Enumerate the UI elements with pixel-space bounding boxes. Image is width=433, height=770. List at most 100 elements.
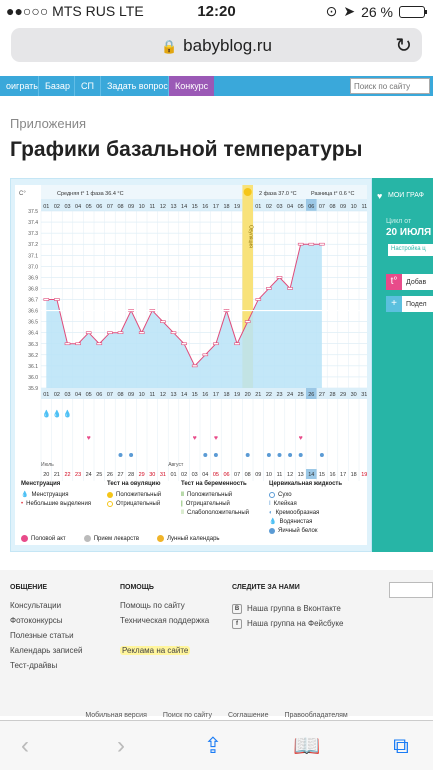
y-tick-label: 37.0 (28, 264, 38, 270)
tabs-icon[interactable]: ⧉ (393, 733, 409, 758)
temperature-point (308, 242, 315, 246)
calendar-day-label: 17 (340, 472, 346, 478)
my-charts-panel: ♥ МОИ ГРАФ Цикл от 20 ИЮЛЯ 2 Настройка ц… (372, 178, 433, 552)
diff-label: Разница t° 0.6 °С (311, 191, 354, 197)
cervical-icon (277, 453, 282, 457)
nav-item-contest[interactable]: Конкурс (168, 76, 215, 96)
legend-item: Прием лекарств (93, 536, 140, 543)
temperature-area (46, 244, 322, 388)
footer-link-search[interactable]: Поиск по сайту (162, 712, 212, 719)
carrier-label: ●●○○○ MTS RUS LTE (6, 3, 144, 19)
bottom-day-row-bg (41, 388, 367, 399)
cervical-icon (266, 453, 271, 457)
top-day-label: 06 (96, 204, 102, 210)
footer-link-support[interactable]: Техническая поддержка (120, 616, 210, 625)
share-button[interactable]: + Подел (386, 296, 433, 312)
legend-item: Отрицательный (116, 500, 161, 507)
legend-item: Яичный белок (278, 527, 318, 534)
y-tick-label: 37.4 (28, 220, 38, 226)
top-day-label: 15 (192, 204, 198, 210)
forward-icon[interactable]: › (117, 732, 125, 759)
footer-link-agreement[interactable]: Соглашение (227, 712, 269, 719)
footer-link-articles[interactable]: Полезные статьи (10, 631, 74, 640)
chart-header-bg (41, 185, 367, 199)
site-footer: ОБЩЕНИЕ Консультации Фотоконкурсы Полезн… (0, 570, 433, 719)
bottom-day-label: 29 (340, 392, 346, 398)
day-highlight (306, 199, 317, 211)
panel-title: МОИ ГРАФ (388, 192, 425, 199)
facebook-icon: f (232, 618, 242, 629)
share-icon[interactable]: ⇪ (203, 733, 223, 758)
legend-item: Водянистая (279, 518, 313, 525)
language-select[interactable] (389, 582, 433, 598)
footer-general-title: ОБЩЕНИЕ (10, 584, 48, 591)
top-day-label: 07 (107, 204, 113, 210)
legend-cervical-title: Цервикальная жидкость (269, 481, 343, 487)
nav-item-play[interactable]: оиграть (6, 81, 38, 91)
nav-item-ask[interactable]: Задать вопрос (100, 76, 174, 96)
top-day-label: 11 (149, 204, 155, 210)
nav-item-bazar[interactable]: Базар (38, 76, 76, 96)
reload-icon[interactable]: ↻ (395, 35, 412, 57)
heart-icon: ♥ (377, 191, 383, 201)
footer-link-site-help[interactable]: Помощь по сайту (120, 601, 185, 610)
y-tick-label: 37.2 (28, 242, 38, 248)
small-drop-icon: • (21, 500, 24, 507)
back-icon[interactable]: ‹ (21, 732, 29, 759)
bottom-day-label: 03 (64, 392, 70, 398)
footer-link-facebook[interactable]: Наша группа на Фейсбуке (247, 619, 344, 628)
bookmarks-icon[interactable]: 📖 (293, 733, 321, 758)
calendar-day-label: 15 (319, 472, 325, 478)
breadcrumb[interactable]: Приложения (10, 116, 87, 131)
watery-icon: 💧 (269, 519, 277, 525)
calendar-day-label: 31 (160, 472, 166, 478)
cycle-label: Цикл от (386, 218, 412, 225)
bottom-day-label: 05 (86, 392, 92, 398)
search-input[interactable] (350, 78, 430, 94)
nav-item-sp[interactable]: СП (74, 76, 100, 96)
footer-link-rights[interactable]: Правообладателям (284, 712, 348, 719)
footer-link-advertising[interactable]: Реклама на сайте (120, 646, 191, 655)
address-bar[interactable]: 🔒 babyblog.ru ↻ (11, 28, 422, 62)
legend-pregnancy-title: Тест на беременность (181, 481, 247, 487)
temperature-point (170, 331, 177, 334)
temperature-chart: Средняя t° 1 фаза 36.4 °С 2 фаза 37.0 °С Р… (19, 185, 367, 481)
chart-legend: Менструация 💧 Менструация • Небольшие выде… (15, 481, 367, 545)
footer-link-mobile[interactable]: Мобильная версия (85, 712, 147, 719)
top-day-label: 05 (298, 204, 304, 210)
calendar-day-label: 30 (149, 472, 155, 478)
top-day-label: 03 (276, 204, 282, 210)
footer-link-test-drives[interactable]: Тест-драйвы (10, 661, 58, 670)
status-bar: ●●○○○ MTS RUS LTE 12:20 ⊙ ➤ 26 % (0, 0, 433, 22)
calendar-day-label: 18 (351, 472, 357, 478)
legend-item: Сухо (278, 491, 292, 498)
sticky-icon: I (269, 500, 271, 507)
temperature-point (297, 242, 304, 246)
day-highlight (306, 388, 317, 399)
footer-link-photo-contests[interactable]: Фотоконкурсы (10, 616, 63, 625)
legend-item: Менструация (31, 491, 69, 498)
bottom-day-label: 28 (329, 392, 335, 398)
calendar-day-label: 09 (255, 472, 261, 478)
add-entry-button[interactable]: t° Добав (386, 274, 433, 290)
bottom-day-label: 27 (319, 392, 325, 398)
cycle-setup-button[interactable]: Настройка ц (388, 244, 433, 256)
footer-follow-title: СЛЕДИТЕ ЗА НАМИ (232, 584, 300, 591)
heart-icon: ♥ (214, 435, 218, 442)
day-row-bg (41, 199, 367, 211)
legend-menstruation-title: Менструация (21, 481, 61, 487)
y-tick-label: 37.3 (28, 231, 38, 237)
vk-icon: B (232, 603, 242, 614)
calendar-day-label: 19 (361, 472, 367, 478)
footer-link-calendar[interactable]: Календарь записей (10, 646, 83, 655)
top-day-label: 16 (202, 204, 208, 210)
temperature-point (255, 298, 262, 301)
footer-link-consultations[interactable]: Консультации (10, 601, 62, 610)
footer-link-vk[interactable]: Наша группа в Вконтакте (247, 604, 341, 613)
temperature-point (43, 298, 50, 301)
calendar-day-label: 11 (277, 472, 283, 478)
bottom-day-label: 24 (287, 392, 293, 398)
cervical-icon (129, 453, 134, 457)
bottom-day-label: 04 (75, 392, 81, 398)
top-day-label: 02 (266, 204, 272, 210)
